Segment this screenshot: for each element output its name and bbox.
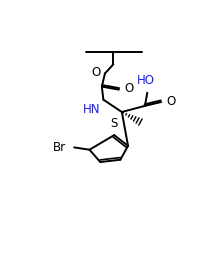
- Text: O: O: [166, 95, 176, 109]
- Text: O: O: [124, 82, 133, 95]
- Text: S: S: [110, 117, 118, 130]
- Text: HN: HN: [83, 103, 100, 116]
- Text: O: O: [92, 66, 101, 79]
- Text: Br: Br: [53, 141, 66, 154]
- Text: HO: HO: [137, 74, 155, 87]
